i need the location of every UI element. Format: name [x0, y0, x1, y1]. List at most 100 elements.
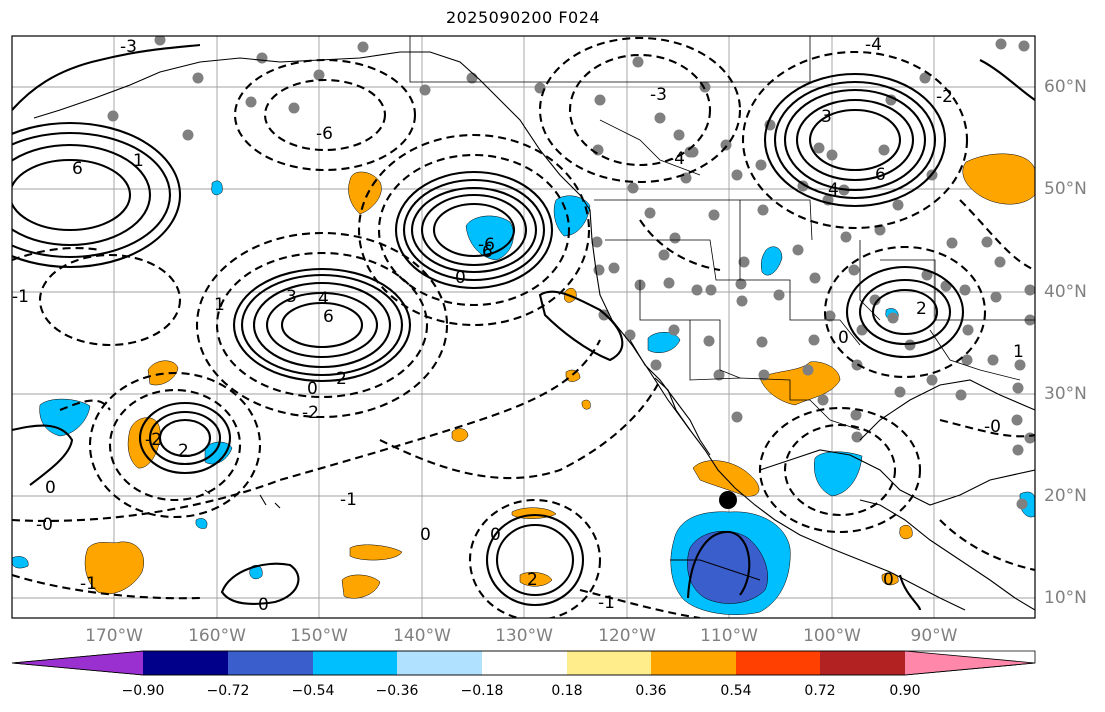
contour-label: 0: [490, 525, 501, 545]
contours-negative: [12, 36, 1035, 618]
colorbar-tick-label: −0.90: [121, 683, 165, 699]
colorbar-tick-label: −0.54: [291, 683, 335, 699]
patch-orange: [899, 525, 913, 540]
lon-label: 170°W: [85, 626, 143, 646]
contour-label: -0: [984, 417, 1001, 437]
colorbar-segment: [397, 651, 482, 675]
patch-orange: [451, 428, 469, 442]
colorbar-segment: [820, 651, 905, 675]
colorbar-tick-label: 0.90: [889, 683, 921, 699]
patch-lightblue: [211, 180, 223, 196]
contour-label: 1: [1013, 342, 1024, 362]
patch-orange: [962, 153, 1035, 205]
map-frame: [11, 35, 1036, 619]
contour-label: 0: [838, 328, 849, 348]
patch-lightblue: [647, 332, 681, 353]
patch-lightblue: [249, 565, 263, 580]
colorbar-segment: [736, 651, 820, 675]
patch-orange: [581, 399, 591, 410]
colorbar-segment: [228, 651, 313, 675]
colorbar-segment: [651, 651, 736, 675]
lon-label: 100°W: [803, 626, 861, 646]
lon-label: 130°W: [495, 626, 553, 646]
colorbar-tick-label: −0.18: [460, 683, 504, 699]
patch-lightblue: [12, 556, 29, 569]
patch-orange: [341, 574, 381, 599]
contour-label: -0: [36, 515, 53, 535]
lat-label: 50°N: [1044, 179, 1087, 199]
colorbar-segment: [12, 651, 143, 675]
contour-label: -2: [302, 403, 319, 423]
contour-labels: 6 6 6 6 2 2 2 2 4 4 3 3 0 0 0 0 0 0 0 0 …: [12, 35, 1024, 615]
contour-label: 0: [45, 478, 56, 498]
contour-label: -4: [668, 149, 685, 169]
contour-label: -2: [936, 87, 953, 107]
contour-label: 6: [323, 307, 334, 327]
lat-label: 30°N: [1044, 384, 1087, 404]
lat-label: 10°N: [1044, 588, 1087, 608]
contour-label: 1: [214, 295, 225, 315]
colorbar-segment: [313, 651, 397, 675]
contour-label: 0: [258, 595, 269, 615]
contours-positive: [12, 43, 1035, 611]
station-dots: [107, 36, 1035, 510]
patch-orange: [84, 541, 144, 595]
contour-label: 6: [482, 242, 493, 262]
colorbar-tick-label: 0.72: [804, 683, 836, 699]
contour-label: 2: [336, 369, 347, 389]
contour-label: -4: [865, 35, 882, 55]
lon-label: 110°W: [700, 626, 758, 646]
contour-label: 1: [133, 151, 144, 171]
patch-lightblue: [814, 451, 863, 497]
patch-orange: [519, 572, 553, 587]
contour-label: 3: [286, 287, 297, 307]
contour-label: 6: [72, 159, 83, 179]
contour-label: 4: [318, 289, 329, 309]
colorbar-segment: [567, 651, 651, 675]
contour-label: -1: [598, 593, 615, 613]
contour-label: -1: [80, 574, 97, 594]
lat-label: 40°N: [1044, 282, 1087, 302]
colorbar: [11, 650, 1036, 676]
plot-title: 2025090200 F024: [445, 8, 601, 27]
lat-label: 20°N: [1044, 486, 1087, 506]
lon-label: 150°W: [290, 626, 348, 646]
graticule: [12, 36, 1035, 618]
lon-label: 140°W: [393, 626, 451, 646]
colorbar-segment: [143, 651, 228, 675]
contour-label: -6: [316, 124, 333, 144]
shaded-patches: [12, 153, 1035, 615]
contour-label: 6: [875, 165, 886, 185]
contour-label: -1: [12, 287, 29, 307]
colorbar-tick-label: 0.36: [635, 683, 667, 699]
colorbar-segment: [482, 651, 567, 675]
contour-label: 0: [455, 268, 466, 288]
patch-orange: [349, 544, 403, 561]
contour-label: -6: [478, 235, 495, 255]
lon-label: 160°W: [188, 626, 246, 646]
colorbar-tick-label: −0.36: [375, 683, 419, 699]
contour-label: 0: [883, 570, 894, 590]
colorbar-tick-label: −0.72: [206, 683, 250, 699]
lon-label: 120°W: [598, 626, 656, 646]
patch-lightblue: [195, 518, 208, 529]
contour-label: -1: [340, 490, 357, 510]
contour-label: -3: [650, 85, 667, 105]
patch-lightblue: [760, 246, 783, 276]
contour-label: 0: [307, 379, 318, 399]
patch-orange: [759, 361, 841, 406]
contour-label: 2: [916, 299, 927, 319]
contour-label: 3: [821, 107, 832, 127]
lat-label: 60°N: [1044, 77, 1087, 97]
contour-label: 2: [527, 570, 538, 590]
coastlines: [33, 51, 1035, 611]
marker-dot: [719, 491, 737, 509]
colorbar-segment: [905, 651, 1035, 675]
contour-label: -2: [145, 430, 162, 450]
lon-label: 90°W: [910, 626, 958, 646]
contour-label: 2: [178, 441, 189, 461]
patch-lightblue: [204, 441, 233, 465]
colorbar-tick-label: 0.18: [551, 683, 583, 699]
contour-label: 0: [420, 525, 431, 545]
